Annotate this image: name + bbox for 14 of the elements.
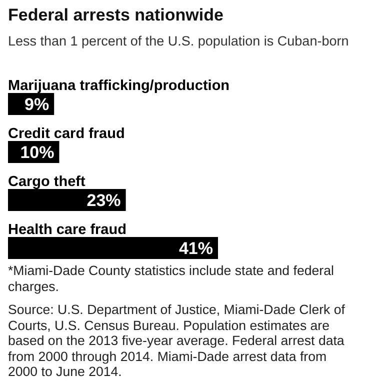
y-tick-label: Marijuana trafficking/production	[8, 78, 230, 94]
data-label: 9%	[24, 95, 50, 114]
chart-subtitle: Less than 1 percent of the U.S. population is Cuban-born	[8, 34, 349, 48]
data-label: 23%	[86, 191, 121, 210]
text: *Miami-Dade County statistics include state and federal charges.	[8, 263, 335, 294]
y-tick-label: Credit card fraud	[8, 126, 125, 142]
bar	[8, 189, 126, 211]
data-label: 41%	[178, 239, 213, 258]
data-label: 10%	[20, 143, 54, 162]
y-tick-label: Cargo theft	[8, 174, 86, 190]
source-note: Source: U.S. Department of Justice, Miami-Dade Clerk of Courts, U.S. Census Bureau. Population estimates are based on the 2013 five-year average. Federal arrest data from 2000 through 2014. Miami-Dade arrest data from 2000 to June 2014.	[8, 302, 346, 380]
chart-title: Federal arrests nationwide	[8, 6, 224, 24]
bar	[8, 237, 218, 259]
y-tick-label: Health care fraud	[8, 222, 126, 238]
